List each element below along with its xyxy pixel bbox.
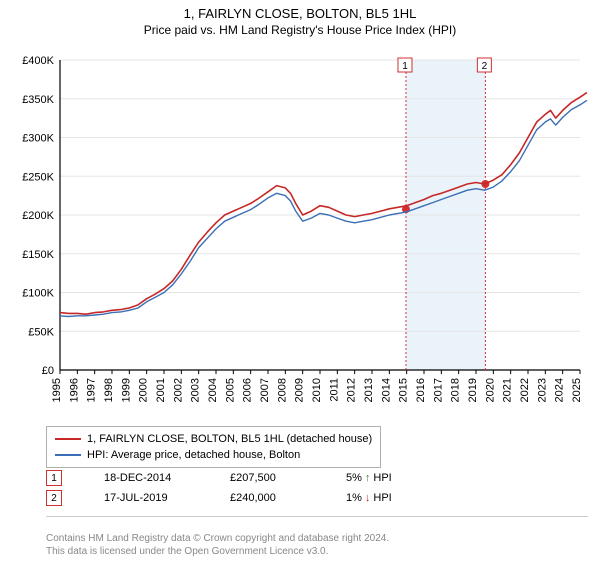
svg-text:2005: 2005 bbox=[224, 378, 236, 402]
arrow-down-icon: ↓ bbox=[365, 492, 371, 504]
svg-text:2001: 2001 bbox=[155, 378, 167, 402]
arrow-up-icon: ↑ bbox=[365, 472, 371, 484]
legend-label: 1, FAIRLYN CLOSE, BOLTON, BL5 1HL (detac… bbox=[87, 433, 372, 445]
svg-text:2022: 2022 bbox=[519, 378, 531, 402]
svg-text:2004: 2004 bbox=[207, 378, 219, 402]
svg-text:2002: 2002 bbox=[172, 378, 184, 402]
marker-delta: 1%↓HPI bbox=[346, 492, 426, 504]
svg-text:2003: 2003 bbox=[190, 378, 202, 402]
svg-text:2025: 2025 bbox=[571, 378, 583, 402]
divider bbox=[46, 516, 588, 517]
svg-text:2019: 2019 bbox=[467, 378, 479, 402]
svg-text:2007: 2007 bbox=[259, 378, 271, 402]
marker-delta: 5%↑HPI bbox=[346, 472, 426, 484]
legend-row: HPI: Average price, detached house, Bolt… bbox=[55, 447, 372, 463]
svg-text:2015: 2015 bbox=[398, 378, 410, 402]
marker-price: £240,000 bbox=[230, 492, 310, 504]
svg-text:2018: 2018 bbox=[450, 378, 462, 402]
marker-date: 18-DEC-2014 bbox=[104, 472, 194, 484]
legend-swatch bbox=[55, 438, 81, 440]
chart-title: 1, FAIRLYN CLOSE, BOLTON, BL5 1HL bbox=[0, 6, 600, 21]
svg-text:£100K: £100K bbox=[22, 288, 54, 300]
chart-plot: £0 £50K £100K £150K £200K £250K £300K £350K £400… bbox=[10, 54, 590, 414]
svg-text:2: 2 bbox=[482, 61, 488, 72]
svg-text:1995: 1995 bbox=[51, 378, 63, 402]
marker-row: 1 18-DEC-2014 £207,500 5%↑HPI bbox=[46, 468, 426, 488]
svg-text:1996: 1996 bbox=[68, 378, 80, 402]
svg-text:£150K: £150K bbox=[22, 249, 54, 261]
marker-badge: 2 bbox=[46, 490, 62, 506]
svg-text:2000: 2000 bbox=[138, 378, 150, 402]
svg-text:2012: 2012 bbox=[346, 378, 358, 402]
svg-text:2011: 2011 bbox=[328, 378, 340, 402]
svg-text:2016: 2016 bbox=[415, 378, 427, 402]
legend: 1, FAIRLYN CLOSE, BOLTON, BL5 1HL (detac… bbox=[46, 426, 381, 468]
svg-text:£200K: £200K bbox=[22, 210, 54, 222]
footer-line-1: Contains HM Land Registry data © Crown c… bbox=[46, 533, 389, 546]
svg-text:£350K: £350K bbox=[22, 94, 54, 106]
svg-text:£300K: £300K bbox=[22, 133, 54, 145]
marker-date: 17-JUL-2019 bbox=[104, 492, 194, 504]
svg-text:1997: 1997 bbox=[86, 378, 98, 402]
legend-label: HPI: Average price, detached house, Bolt… bbox=[87, 449, 300, 461]
footer-line-2: This data is licensed under the Open Gov… bbox=[46, 546, 389, 559]
chart-subtitle: Price paid vs. HM Land Registry's House … bbox=[0, 23, 600, 37]
svg-text:£0: £0 bbox=[42, 365, 54, 377]
svg-text:2021: 2021 bbox=[502, 378, 514, 402]
svg-text:£250K: £250K bbox=[22, 171, 54, 183]
marker-badge: 1 bbox=[46, 470, 62, 486]
footer-attribution: Contains HM Land Registry data © Crown c… bbox=[46, 533, 389, 558]
svg-text:£50K: £50K bbox=[28, 326, 54, 338]
chart-container: 1, FAIRLYN CLOSE, BOLTON, BL5 1HL Price … bbox=[0, 6, 600, 566]
svg-text:2024: 2024 bbox=[554, 378, 566, 402]
svg-text:£400K: £400K bbox=[22, 55, 54, 67]
svg-text:2010: 2010 bbox=[311, 378, 323, 402]
svg-text:1999: 1999 bbox=[120, 378, 132, 402]
svg-text:2006: 2006 bbox=[242, 378, 254, 402]
svg-text:2009: 2009 bbox=[294, 378, 306, 402]
legend-row: 1, FAIRLYN CLOSE, BOLTON, BL5 1HL (detac… bbox=[55, 431, 372, 447]
svg-text:1: 1 bbox=[402, 61, 408, 72]
svg-text:2013: 2013 bbox=[363, 378, 375, 402]
legend-swatch bbox=[55, 454, 81, 456]
svg-text:2023: 2023 bbox=[536, 378, 548, 402]
svg-text:2008: 2008 bbox=[276, 378, 288, 402]
sale-markers-table: 1 18-DEC-2014 £207,500 5%↑HPI 2 17-JUL-2019 £2… bbox=[46, 468, 426, 508]
svg-text:2017: 2017 bbox=[432, 378, 444, 402]
marker-price: £207,500 bbox=[230, 472, 310, 484]
marker-row: 2 17-JUL-2019 £240,000 1%↓HPI bbox=[46, 488, 426, 508]
svg-text:2014: 2014 bbox=[380, 378, 392, 402]
svg-text:1998: 1998 bbox=[103, 378, 115, 402]
svg-text:2020: 2020 bbox=[484, 378, 496, 402]
